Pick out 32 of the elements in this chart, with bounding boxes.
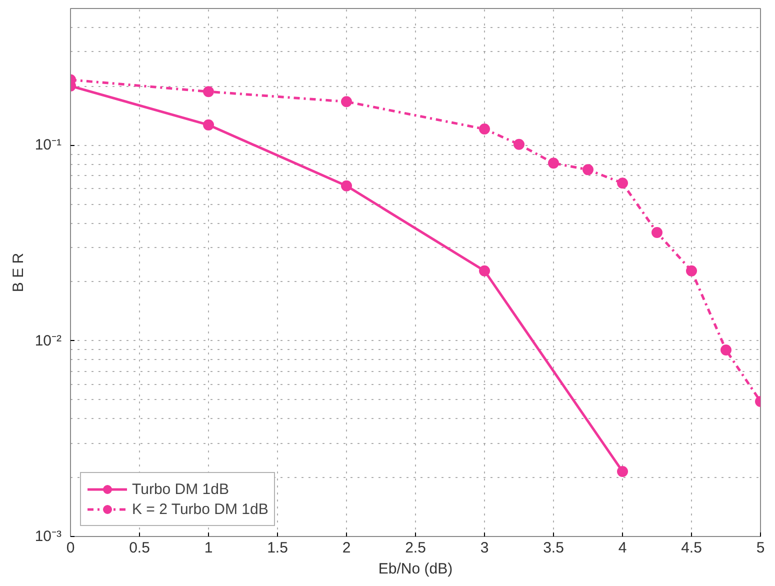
- y-axis-title: B E R: [10, 252, 27, 292]
- point: [341, 180, 352, 192]
- x-tick-label: 4.5: [681, 540, 702, 556]
- x-tick-label: 4: [618, 540, 627, 556]
- point: [617, 178, 628, 189]
- x-tick-label: 3: [480, 540, 489, 556]
- point: [617, 466, 628, 477]
- x-tick-label: 2: [342, 540, 351, 556]
- point: [720, 344, 732, 356]
- point: [341, 96, 352, 108]
- point: [203, 86, 214, 98]
- point: [514, 138, 524, 150]
- x-tick-label: 0.5: [129, 540, 150, 556]
- point: [652, 227, 662, 238]
- point: [582, 164, 594, 176]
- x-tick-label: 0: [66, 540, 75, 556]
- y-tick-label: 10⁻²: [34, 332, 62, 350]
- x-tick-label: 3.5: [543, 540, 564, 556]
- x-tick-label: 1.5: [267, 540, 288, 556]
- legend-label: K = 2 Turbo DM 1dB: [132, 500, 268, 518]
- legend-label: Turbo DM 1dB: [132, 480, 229, 498]
- point: [548, 158, 559, 169]
- x-tick-label: 5: [756, 540, 765, 556]
- x-axis-title: Eb/No (dB): [378, 560, 453, 578]
- x-tick-label: 1: [204, 540, 213, 556]
- x-tick-label: 2.5: [405, 540, 426, 556]
- point: [203, 119, 214, 130]
- point: [479, 124, 490, 135]
- y-tick-label: 10⁻³: [34, 528, 62, 545]
- point: [686, 265, 697, 276]
- point: [479, 265, 490, 276]
- y-tick-label: 10⁻¹: [34, 136, 62, 154]
